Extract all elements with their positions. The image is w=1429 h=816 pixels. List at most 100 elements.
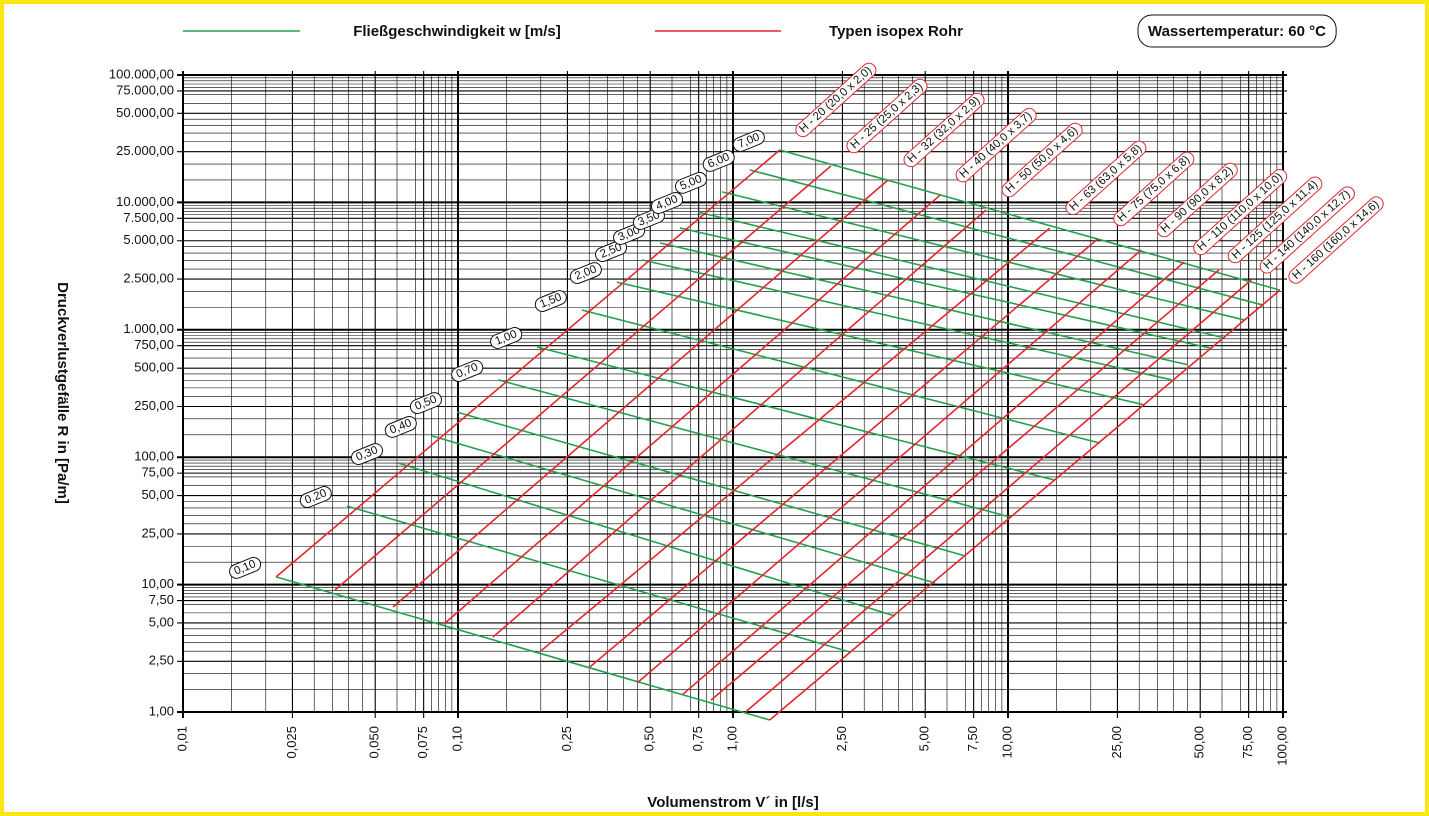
y-tick-label: 50,00	[141, 487, 174, 502]
label-box	[1113, 151, 1195, 227]
x-axis-label: Volumenstrom V´ in [l/s]	[647, 794, 818, 811]
x-tick-label: 100,00	[1274, 726, 1289, 766]
y-tick-label: 50.000,00	[116, 105, 174, 120]
line-label: 7,00	[732, 130, 765, 152]
series-line	[589, 238, 1099, 668]
y-tick-label: 75,00	[141, 465, 174, 480]
series-line	[536, 346, 1055, 481]
y-axis-label: Druckverlustgefälle R in [Pa/m]	[54, 282, 71, 504]
label-box	[229, 556, 262, 579]
series-line	[641, 259, 1172, 381]
y-tick-label: 25.000,00	[116, 143, 174, 158]
series-line	[392, 179, 889, 608]
series-line	[275, 576, 770, 721]
y-tick-label: 1,00	[149, 703, 174, 718]
label-box	[569, 262, 602, 285]
label-box	[1288, 196, 1384, 284]
x-tick-label: 0,75	[690, 726, 705, 751]
series-line	[721, 191, 1246, 321]
label-box	[451, 360, 484, 382]
series-line	[275, 149, 781, 578]
x-tick-label: 7,50	[965, 726, 980, 751]
x-tick-label: 2,50	[834, 726, 849, 751]
label-box	[955, 107, 1037, 183]
series-line	[710, 269, 1220, 701]
y-tick-label: 5.000,00	[123, 232, 174, 247]
line-label: 0,70	[451, 360, 484, 382]
y-tick-label: 7.500,00	[123, 210, 174, 225]
line-label: 5,00	[674, 171, 708, 194]
line-label: 0,20	[299, 486, 332, 508]
x-tick-label: 0,25	[559, 726, 574, 751]
y-tick-label: 100.000,00	[109, 66, 174, 81]
label-box	[674, 171, 708, 194]
series-line	[456, 411, 966, 557]
label-box	[650, 192, 684, 214]
label-box	[632, 208, 665, 230]
line-label: 1,00	[490, 327, 523, 349]
x-tick-label: 0,10	[449, 726, 464, 751]
label-box	[409, 392, 442, 415]
label-box	[490, 327, 523, 349]
series-line	[492, 209, 987, 638]
line-label: 0,50	[409, 392, 442, 415]
x-tick-label: 1,00	[724, 726, 739, 751]
line-label: 2,00	[569, 262, 602, 285]
series-line	[749, 169, 1263, 306]
line-label: 4,00	[650, 192, 684, 214]
line-label: 0,30	[350, 443, 384, 466]
y-tick-label: 5,00	[149, 614, 174, 629]
x-tick-label: 0,025	[284, 726, 299, 759]
x-tick-label: 10,00	[999, 726, 1014, 759]
x-tick-label: 0,050	[367, 726, 382, 759]
x-tick-label: 0,075	[415, 726, 430, 759]
series-line	[769, 289, 1281, 721]
line-label: 1,50	[534, 290, 567, 312]
legend-label: Fließgeschwindigkeit w [m/s]	[353, 23, 561, 40]
label-box	[534, 290, 567, 312]
series-line	[659, 242, 1189, 366]
label-box	[702, 149, 735, 172]
y-tick-label: 500,00	[134, 360, 174, 375]
x-tick-label: 50,00	[1192, 726, 1207, 759]
series-line	[334, 165, 832, 591]
y-tick-label: 7,50	[149, 592, 174, 607]
y-tick-label: 1.000,00	[123, 321, 174, 336]
series-line	[682, 261, 1185, 695]
x-tick-label: 75,00	[1240, 726, 1255, 759]
series-line	[540, 227, 1051, 652]
series-line	[431, 435, 936, 584]
series-line	[616, 281, 1146, 406]
y-tick-label: 250,00	[134, 398, 174, 413]
x-tick-label: 5,00	[917, 726, 932, 751]
y-tick-label: 10,00	[141, 576, 174, 591]
series-line	[581, 309, 1101, 444]
y-tick-label: 2,50	[149, 653, 174, 668]
line-label: 6,00	[702, 149, 735, 172]
annotation-box	[1137, 14, 1337, 48]
line-label: 2,50	[595, 240, 628, 262]
label-box	[595, 240, 628, 262]
series-line	[443, 194, 941, 625]
y-tick-label: 10.000,00	[116, 194, 174, 209]
line-label: 0,40	[384, 415, 417, 438]
label-box	[1259, 186, 1355, 274]
label-box	[795, 62, 877, 138]
series-line	[744, 279, 1252, 713]
y-tick-label: 100,00	[134, 449, 174, 464]
y-tick-label: 750,00	[134, 337, 174, 352]
series-line	[679, 227, 1211, 349]
series-line	[697, 211, 1226, 339]
x-tick-label: 0,01	[174, 726, 189, 751]
x-tick-label: 0,50	[642, 726, 657, 751]
label-box	[299, 486, 332, 508]
label-box	[1065, 140, 1147, 216]
label-box	[1193, 168, 1288, 256]
series-line	[346, 505, 851, 653]
annotation: Wassertemperatur: 60 °C	[1148, 23, 1326, 40]
label-box	[903, 92, 985, 168]
